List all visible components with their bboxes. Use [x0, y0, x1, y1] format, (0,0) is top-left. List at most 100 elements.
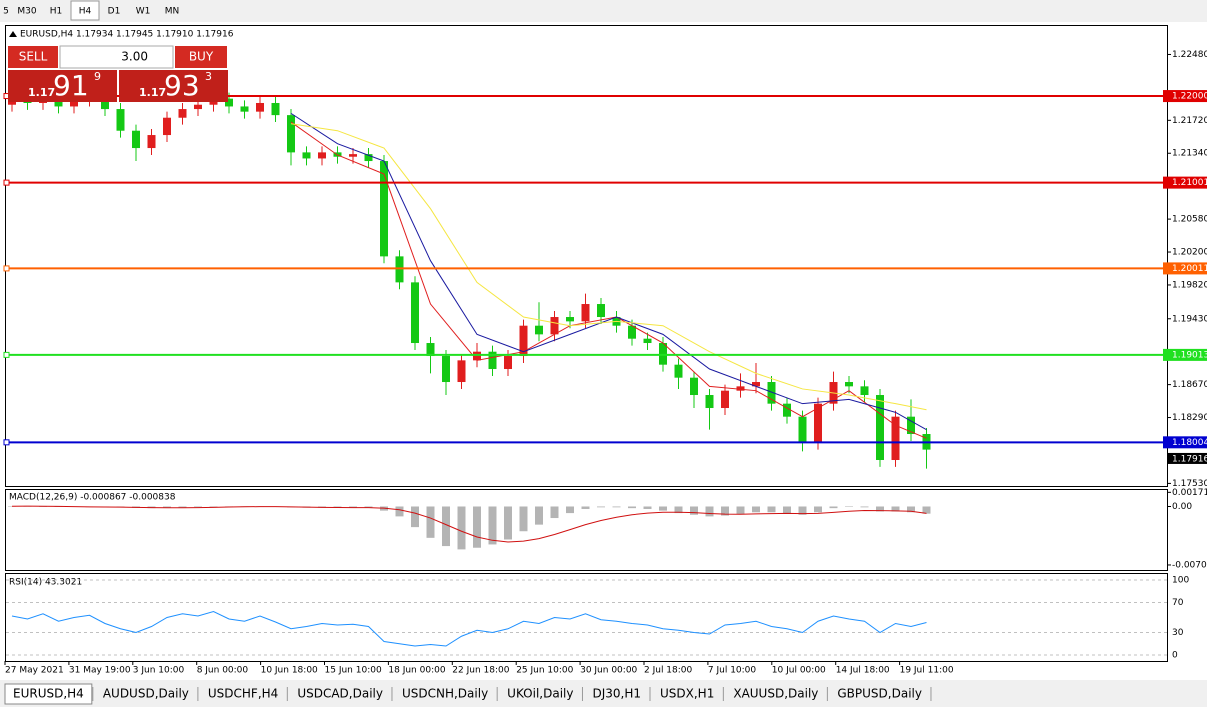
tab[interactable]: XAUUSD,Daily: [725, 684, 828, 704]
y-tick-label: 0.00: [1172, 502, 1192, 512]
candle-body: [488, 351, 497, 370]
macd-signal: [11, 505, 927, 543]
tab-label[interactable]: USDX,H1: [660, 687, 714, 701]
tab-label[interactable]: EURUSD,H4: [13, 687, 84, 701]
buy-label[interactable]: BUY: [189, 50, 214, 64]
buy-button[interactable]: [175, 46, 227, 68]
x-tick-label: 18 Jun 00:00: [388, 666, 445, 676]
macd-bar: [612, 506, 621, 508]
y-tick-label: 1.19820: [1172, 280, 1207, 290]
candle-body: [302, 152, 311, 159]
macd-bar: [845, 506, 853, 507]
lots-value[interactable]: 3.00: [121, 50, 148, 64]
tab[interactable]: USDCHF,H4: [199, 684, 288, 704]
sell-label[interactable]: SELL: [19, 50, 48, 64]
x-tick-label: 30 Jun 00:00: [580, 666, 637, 676]
candle-body: [240, 106, 249, 112]
tab-background[interactable]: [499, 684, 582, 704]
macd-panel: [5, 489, 1168, 571]
macd-bar: [659, 506, 667, 511]
tab[interactable]: USDX,H1: [652, 684, 724, 704]
tab-background[interactable]: [652, 684, 723, 704]
tab[interactable]: EURUSD,H4: [4, 683, 94, 705]
timeframe-button[interactable]: [13, 1, 41, 20]
timeframe-label[interactable]: W1: [136, 7, 151, 17]
y-tick-label: 1.19430: [1172, 314, 1207, 324]
price-pip[interactable]: 9: [94, 70, 101, 83]
tab-background[interactable]: [4, 683, 93, 705]
price-main[interactable]: 91: [53, 69, 89, 102]
timeframe-button[interactable]: [100, 1, 128, 20]
candle-body: [147, 135, 156, 149]
sell-button[interactable]: [8, 46, 58, 68]
rsi-panel: [5, 573, 1168, 662]
tab[interactable]: DJ30,H1: [584, 684, 651, 704]
timeframe-label[interactable]: H4: [79, 7, 92, 17]
macd-bar: [550, 506, 559, 519]
timeframe-label[interactable]: M30: [17, 7, 36, 17]
candle-body: [736, 386, 745, 391]
macd-bar: [690, 506, 698, 515]
tab-background[interactable]: [199, 684, 287, 704]
macd-bar: [581, 506, 590, 509]
rsi-line: [11, 610, 927, 647]
x-tick-label: 27 May 2021: [5, 666, 64, 676]
tab-label[interactable]: UKOil,Daily: [507, 687, 573, 701]
macd-bar: [457, 506, 466, 550]
timeframe-button[interactable]: [42, 1, 70, 20]
timeframe-label[interactable]: D1: [108, 7, 121, 17]
price-big[interactable]: 1.17: [28, 86, 55, 99]
tab[interactable]: GBPUSD,Daily: [829, 684, 932, 704]
lots-field[interactable]: [59, 45, 174, 69]
moving-average: [290, 123, 927, 411]
header-arrow: [9, 31, 17, 37]
tab[interactable]: USDCAD,Daily: [289, 684, 393, 704]
tab-background[interactable]: [393, 684, 497, 704]
candle-body: [194, 104, 202, 110]
price-main[interactable]: 93: [164, 69, 200, 102]
tab[interactable]: AUDUSD,Daily: [94, 684, 199, 704]
level-label: 1.20011: [1172, 264, 1207, 274]
candle-body: [287, 115, 295, 153]
timeframe-label[interactable]: MN: [165, 7, 180, 17]
tab-background[interactable]: [94, 684, 197, 704]
x-tick-label: 2 Jul 18:00: [644, 666, 693, 676]
price-big[interactable]: 1.17: [139, 86, 166, 99]
tab-label[interactable]: USDCHF,H4: [208, 687, 278, 701]
tab-label[interactable]: USDCNH,Daily: [402, 687, 488, 701]
moving-average: [290, 112, 927, 431]
x-tick-label: 3 Jun 10:00: [133, 666, 185, 676]
candle-body: [380, 161, 388, 257]
timeframe-button[interactable]: [158, 1, 186, 20]
candle-body: [504, 356, 512, 370]
macd-bar: [597, 506, 605, 508]
tab-background[interactable]: [725, 684, 827, 704]
timeframe-label[interactable]: H1: [50, 7, 63, 17]
candle-body: [566, 317, 574, 322]
timeframe-button[interactable]: [129, 1, 157, 20]
timeframe-button[interactable]: [70, 0, 100, 21]
tab[interactable]: USDCNH,Daily: [393, 684, 498, 704]
price-box[interactable]: [8, 70, 117, 102]
tab-background[interactable]: [829, 684, 930, 704]
price-box[interactable]: [119, 70, 228, 102]
tab-label[interactable]: AUDUSD,Daily: [103, 687, 189, 701]
tab-background[interactable]: [289, 684, 391, 704]
x-tick-label: 22 Jun 18:00: [452, 666, 509, 676]
tab-label[interactable]: GBPUSD,Daily: [837, 687, 922, 701]
price-pip[interactable]: 3: [205, 70, 212, 83]
tab-label[interactable]: DJ30,H1: [592, 687, 641, 701]
candle-body: [643, 338, 652, 344]
candle-body: [550, 317, 559, 335]
timeframe-label[interactable]: 5: [3, 7, 9, 17]
macd-bar: [814, 506, 822, 513]
candle-body: [860, 386, 869, 396]
tab-label[interactable]: XAUUSD,Daily: [733, 687, 818, 701]
x-tick-label: 10 Jun 18:00: [261, 666, 318, 676]
tab-label[interactable]: USDCAD,Daily: [297, 687, 383, 701]
tab[interactable]: UKOil,Daily: [499, 684, 583, 704]
tab-background[interactable]: [584, 684, 649, 704]
timeframe-button[interactable]: [0, 1, 12, 20]
y-tick-label: 1.21340: [1172, 149, 1207, 159]
macd-bar: [829, 506, 838, 509]
